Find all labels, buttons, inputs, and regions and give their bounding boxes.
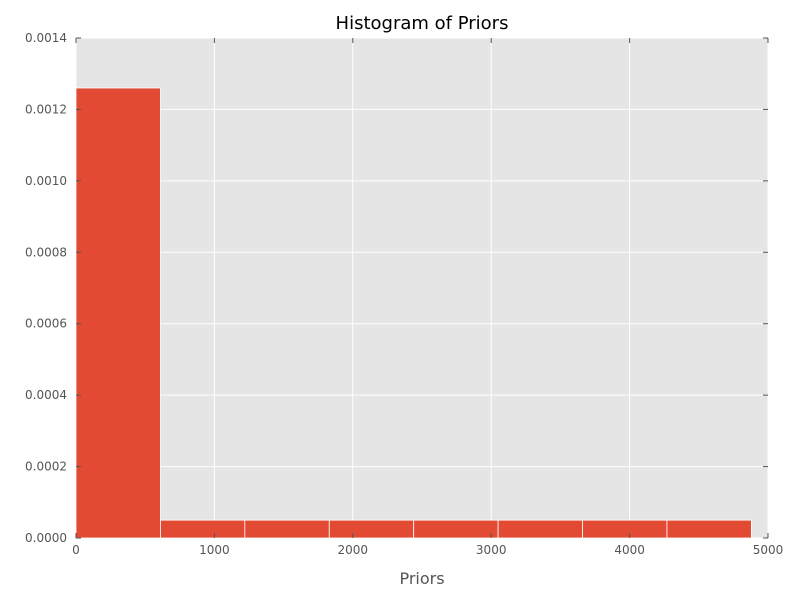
y-tick-label-1: 0.0002 bbox=[25, 460, 67, 474]
x-axis-label: Priors bbox=[399, 569, 444, 588]
grid-lines bbox=[75, 37, 769, 539]
histogram-bar-5 bbox=[497, 519, 583, 539]
y-tick-label-6: 0.0012 bbox=[25, 102, 67, 116]
histogram-bar-0 bbox=[75, 87, 161, 539]
y-tick-label-2: 0.0004 bbox=[25, 388, 67, 402]
y-tick-label-3: 0.0006 bbox=[25, 317, 67, 331]
histogram-bar-3 bbox=[328, 519, 415, 539]
histogram-bar-6 bbox=[582, 519, 668, 539]
histogram-bar-2 bbox=[244, 519, 330, 539]
x-tick-label-5: 5000 bbox=[753, 543, 784, 557]
chart-title: Histogram of Priors bbox=[336, 13, 509, 34]
histogram-bar-1 bbox=[160, 519, 246, 539]
x-tick-label-0: 0 bbox=[72, 543, 80, 557]
histogram-bar-7 bbox=[666, 519, 752, 539]
y-tick-label-4: 0.0008 bbox=[25, 245, 67, 259]
x-tick-label-1: 1000 bbox=[199, 543, 230, 557]
x-tick-label-3: 3000 bbox=[476, 543, 507, 557]
y-tick-label-0: 0.0000 bbox=[25, 531, 67, 545]
histogram-bars bbox=[75, 87, 752, 539]
y-tick-label-5: 0.0010 bbox=[25, 174, 67, 188]
y-tick-labels: 0.0000 0.0002 0.0004 0.0006 0.0008 0.0010 0.00… bbox=[25, 31, 67, 545]
x-tick-label-4: 4000 bbox=[614, 543, 645, 557]
plot-background bbox=[76, 38, 768, 538]
x-tick-label-2: 2000 bbox=[338, 543, 369, 557]
axis-ticks bbox=[75, 37, 769, 539]
y-tick-label-7: 0.0014 bbox=[25, 31, 67, 45]
histogram-bar-4 bbox=[413, 519, 499, 539]
x-tick-labels: 0 1000 2000 3000 4000 5000 bbox=[72, 543, 783, 557]
